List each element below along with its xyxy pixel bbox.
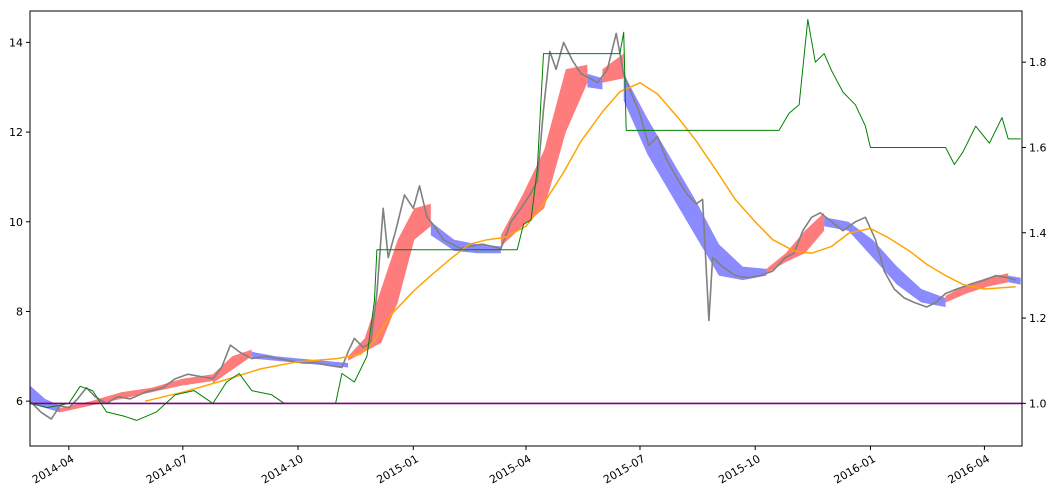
x-tick-label: 2014-10 (259, 452, 305, 486)
x-axis: 2014-04 2014-07 2014-10 2015-01 2015-04 2015-… (30, 446, 992, 487)
fill-band-10 (766, 212, 825, 274)
x-tick-label: 2015-01 (374, 452, 420, 486)
fill-band-5 (430, 221, 501, 254)
fill-band-1 (60, 374, 213, 413)
price-line (30, 32, 1016, 420)
fill-band-11 (824, 217, 946, 307)
fill-band-6 (500, 64, 588, 247)
y2-tick-label: 1.6 (1029, 141, 1047, 154)
x-tick-label: 2014-04 (30, 452, 76, 486)
y-tick-label: 6 (16, 395, 23, 408)
fill-band-0 (30, 385, 61, 413)
y-axis-left: 6 8 10 12 14 (9, 36, 30, 408)
moving-average-line (145, 82, 1016, 402)
x-tick-label: 2015-07 (601, 452, 647, 486)
y2-tick-label: 1.2 (1029, 312, 1047, 325)
y-axis-right: 1.0 1.2 1.4 1.6 1.8 (1022, 56, 1047, 410)
y-tick-label: 8 (16, 305, 23, 318)
x-tick-label: 2016-01 (832, 452, 878, 486)
fill-band-2 (212, 349, 252, 384)
x-tick-label: 2015-04 (487, 452, 533, 486)
series-lines (30, 19, 1022, 421)
fill-band-8 (602, 53, 624, 83)
y-tick-label: 14 (9, 36, 23, 49)
y-tick-label: 10 (9, 216, 23, 229)
x-tick-label: 2014-07 (144, 452, 190, 486)
fill-bands (30, 53, 1021, 413)
y2-tick-label: 1.8 (1029, 56, 1047, 69)
x-tick-label: 2015-10 (716, 452, 762, 486)
y-tick-label: 12 (9, 126, 23, 139)
fill-band-4 (348, 203, 431, 361)
x-tick-label: 2016-04 (946, 452, 992, 486)
ratio-line (30, 19, 1021, 421)
y2-tick-label: 1.0 (1029, 397, 1047, 410)
y2-tick-label: 1.4 (1029, 227, 1047, 240)
fill-band-3 (251, 351, 349, 368)
fill-band-9 (623, 73, 767, 281)
